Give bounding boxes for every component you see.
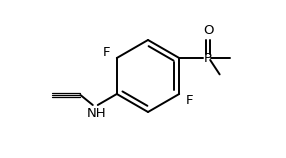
Text: NH: NH	[87, 107, 107, 120]
Text: P: P	[204, 52, 212, 64]
Text: O: O	[203, 24, 213, 37]
Text: F: F	[186, 94, 193, 106]
Text: F: F	[103, 46, 110, 58]
